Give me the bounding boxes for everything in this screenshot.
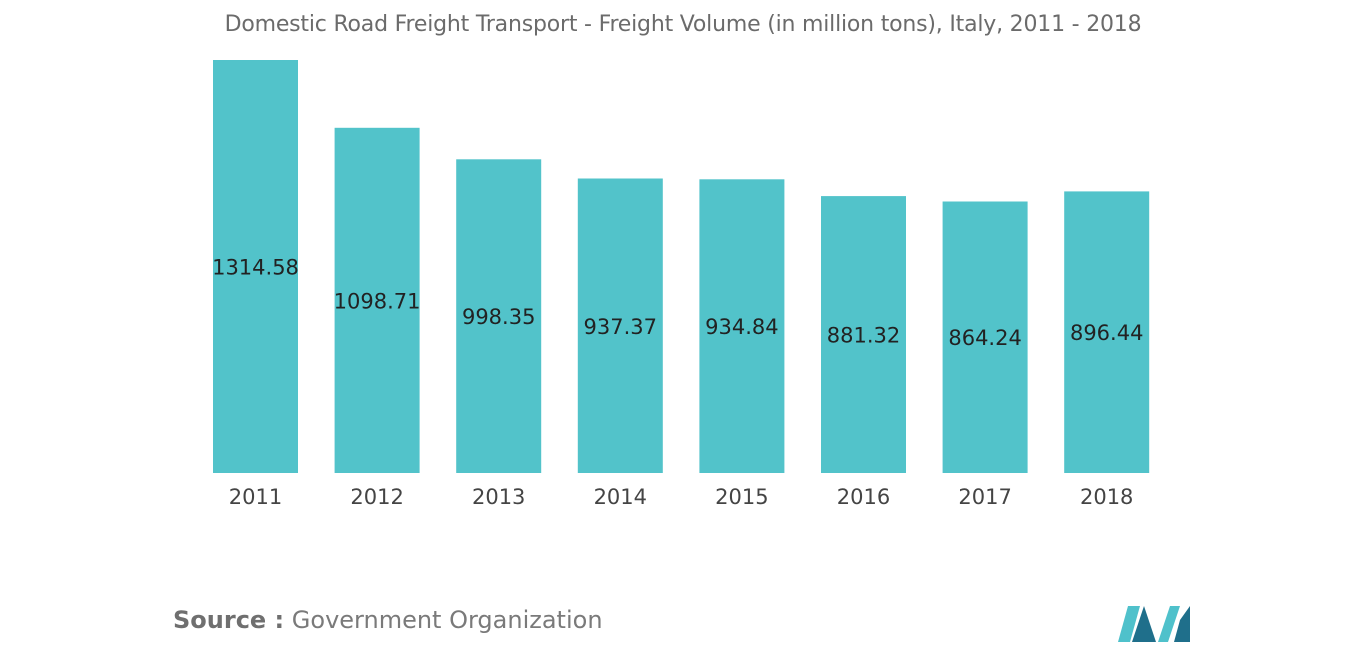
bar-value-label: 896.44	[1070, 321, 1143, 345]
chart-title: Domestic Road Freight Transport - Freigh…	[224, 12, 1142, 37]
bar-2013	[456, 159, 542, 474]
bar-value-label: 881.32	[827, 324, 900, 348]
x-tick-label: 2016	[837, 485, 890, 509]
source-note: Source : Government Organization	[173, 606, 603, 634]
bar-chart: 1314.58 1098.71 998.35 937.37 934.84 881.32 86…	[212, 60, 1150, 509]
x-tick-label: 2011	[229, 485, 282, 509]
bar-value-label: 998.35	[462, 305, 535, 329]
x-tick-label: 2015	[715, 485, 768, 509]
logo-shape-right-1	[1158, 606, 1180, 642]
bar-value-label: 1314.58	[212, 256, 299, 280]
x-tick-label: 2013	[472, 485, 525, 509]
mordor-intelligence-logo-icon	[1118, 606, 1190, 642]
bars-layer	[213, 60, 1150, 474]
logo-shape-middle	[1132, 606, 1156, 642]
logo-shape-right-2	[1174, 606, 1190, 642]
x-tick-label: 2014	[594, 485, 647, 509]
source-label: Source :	[173, 606, 285, 634]
bar-2017	[942, 201, 1028, 473]
bar-2018	[1064, 191, 1150, 473]
bar-value-label: 1098.71	[334, 289, 421, 313]
value-labels-layer: 1314.58 1098.71 998.35 937.37 934.84 881.32 86…	[212, 256, 1143, 351]
bar-value-label: 864.24	[948, 326, 1021, 350]
bar-value-label: 937.37	[584, 315, 657, 339]
x-tick-label: 2017	[958, 485, 1011, 509]
x-tick-label: 2018	[1080, 485, 1133, 509]
x-axis-tick-labels: 2011 2012 2013 2014 2015 2016 2017 2018	[229, 485, 1134, 509]
bar-2015	[699, 179, 785, 474]
source-value: Government Organization	[291, 606, 603, 634]
bar-2014	[577, 178, 663, 473]
bar-value-label: 934.84	[705, 315, 778, 339]
logo-shape-left	[1118, 606, 1140, 642]
bar-2016	[821, 196, 906, 473]
x-tick-label: 2012	[350, 485, 403, 509]
bar-2011	[213, 60, 298, 473]
bar-2012	[334, 127, 420, 474]
